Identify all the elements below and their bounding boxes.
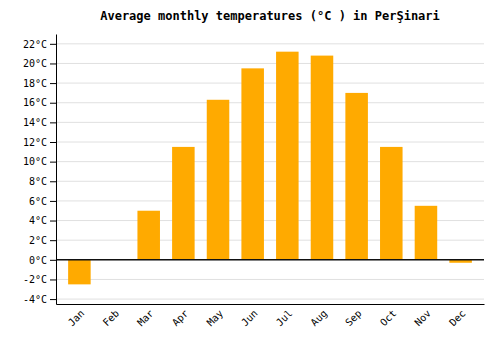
y-tick-label: 12°C	[23, 137, 47, 148]
y-tick: 6°C	[29, 196, 56, 207]
y-tick-mark	[50, 44, 56, 45]
chart: -4°C -2°C 0°C 2°C 4°C 6°C 8°C 10°C 12°C 14°C 16°C 1…	[0, 0, 500, 350]
y-tick: 14°C	[23, 117, 56, 128]
y-tick-label: 2°C	[29, 235, 47, 246]
x-tick-label: Nov	[412, 308, 433, 329]
x-tick-label: Oct	[378, 308, 399, 329]
x-axis: Jan Feb Mar Apr May Jun Jul Aug Sep Oct Nov Dec	[57, 305, 485, 329]
y-tick-label: 8°C	[29, 176, 47, 187]
grid-line	[56, 102, 484, 103]
y-tick-mark	[50, 201, 56, 202]
bar	[380, 147, 403, 260]
x-tick: Oct	[378, 308, 399, 329]
bar	[207, 100, 230, 260]
grid-line	[56, 63, 484, 64]
y-tick-mark	[50, 142, 56, 143]
y-tick: -2°C	[23, 274, 56, 285]
x-tick: Aug	[309, 308, 330, 329]
y-tick-mark	[50, 279, 56, 280]
grid-line	[56, 200, 484, 201]
grid	[56, 44, 484, 299]
y-axis: -4°C -2°C 0°C 2°C 4°C 6°C 8°C 10°C 12°C 14°C 16°C 1…	[23, 35, 57, 305]
grid-line	[56, 259, 484, 260]
y-tick-mark	[50, 299, 56, 300]
y-tick: 8°C	[29, 176, 56, 187]
x-tick: Jun	[239, 308, 260, 329]
x-tick: May	[205, 308, 226, 329]
bar	[311, 56, 334, 260]
y-tick-label: 20°C	[23, 58, 47, 69]
grid-line	[56, 181, 484, 182]
x-tick-label: Apr	[170, 308, 191, 329]
y-tick-mark	[50, 83, 56, 84]
y-tick-label: 14°C	[23, 117, 47, 128]
y-tick: 18°C	[23, 78, 56, 89]
x-tick-label: Jan	[66, 308, 87, 329]
x-tick: Jan	[66, 308, 87, 329]
y-tick: 10°C	[23, 156, 56, 167]
y-tick-label: 6°C	[29, 196, 47, 207]
x-tick: Feb	[101, 308, 122, 329]
y-tick-mark	[50, 240, 56, 241]
x-tick: Apr	[170, 308, 191, 329]
y-tick: 20°C	[23, 58, 56, 69]
y-tick: -4°C	[23, 294, 56, 305]
y-tick: 22°C	[23, 39, 56, 50]
y-tick-label: 4°C	[29, 215, 47, 226]
x-tick-label: Aug	[309, 308, 330, 329]
y-tick-label: 22°C	[23, 39, 47, 50]
bars	[68, 52, 472, 285]
x-tick: Nov	[412, 308, 433, 329]
y-tick-label: 18°C	[23, 78, 47, 89]
y-tick-mark	[50, 221, 56, 222]
x-tick: Mar	[135, 308, 156, 329]
bar	[345, 93, 368, 260]
y-tick: 4°C	[29, 215, 56, 226]
grid-line	[56, 83, 484, 84]
y-tick-mark	[50, 181, 56, 182]
y-axis-line	[56, 35, 57, 305]
grid-line	[56, 142, 484, 143]
x-tick: Jul	[274, 308, 295, 329]
y-tick-label: 0°C	[29, 255, 47, 266]
grid-line	[56, 122, 484, 123]
x-axis-line	[57, 304, 485, 305]
x-tick-label: Feb	[101, 308, 122, 329]
y-tick-label: 10°C	[23, 156, 47, 167]
grid-line	[56, 43, 484, 44]
y-tick-mark	[50, 260, 56, 261]
grid-line	[56, 161, 484, 162]
y-tick: 2°C	[29, 235, 56, 246]
x-tick-label: Dec	[447, 308, 468, 329]
zero-line	[56, 259, 484, 261]
x-tick-label: Sep	[343, 308, 364, 329]
y-tick-mark	[50, 162, 56, 163]
title: Average monthly temperatures (°C ) in Pe…	[100, 9, 440, 23]
grid-line	[56, 279, 484, 280]
y-tick: 16°C	[23, 97, 56, 108]
y-tick: 0°C	[29, 255, 56, 266]
bar	[415, 206, 438, 260]
bar	[137, 211, 160, 260]
y-tick: 12°C	[23, 137, 56, 148]
x-tick: Sep	[343, 308, 364, 329]
y-tick-label: 16°C	[23, 97, 47, 108]
x-tick-label: May	[205, 308, 226, 329]
y-tick-mark	[50, 63, 56, 64]
x-tick-label: Jul	[274, 308, 295, 329]
x-tick-label: Mar	[135, 308, 156, 329]
bar	[172, 147, 195, 260]
grid-line	[56, 299, 484, 300]
bar	[241, 68, 264, 259]
x-tick: Dec	[447, 308, 468, 329]
bar	[68, 260, 91, 285]
y-tick-mark	[50, 103, 56, 104]
y-tick-label: -2°C	[23, 274, 47, 285]
x-tick-label: Jun	[239, 308, 260, 329]
plot: -4°C -2°C 0°C 2°C 4°C 6°C 8°C 10°C 12°C 14°C 16°C 1…	[23, 35, 485, 329]
y-tick-label: -4°C	[23, 294, 47, 305]
bar	[276, 52, 299, 260]
y-tick-mark	[50, 122, 56, 123]
